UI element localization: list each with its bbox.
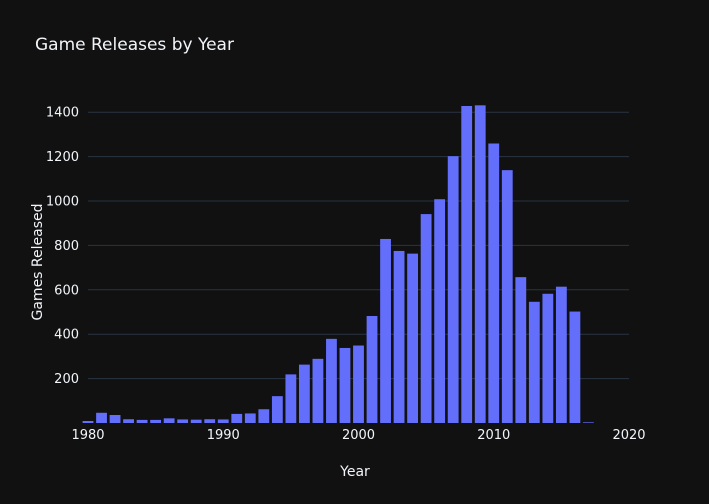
bar-2017[interactable] (583, 422, 594, 423)
x-axis-title: Year (339, 464, 370, 480)
bar-1998[interactable] (326, 338, 337, 423)
bar-2014[interactable] (542, 293, 554, 423)
bar-2000[interactable] (353, 345, 364, 423)
chart-title: Game Releases by Year (35, 35, 234, 55)
bar-2001[interactable] (366, 315, 378, 423)
bar-1990[interactable] (217, 419, 229, 423)
bar-2003[interactable] (393, 250, 405, 423)
bar-2005[interactable] (420, 214, 432, 423)
bar-1996[interactable] (298, 364, 310, 423)
bar-2006[interactable] (434, 199, 446, 423)
bar-1999[interactable] (339, 347, 351, 423)
bar-1983[interactable] (123, 419, 134, 423)
bar-2008[interactable] (461, 105, 473, 423)
bar-2013[interactable] (528, 301, 540, 423)
y-axis-title: Games Released (30, 203, 46, 320)
bar-1986[interactable] (163, 418, 175, 423)
bar-1981[interactable] (96, 412, 107, 423)
bar-1988[interactable] (190, 419, 202, 423)
bar-1984[interactable] (136, 419, 148, 423)
bars (82, 105, 594, 424)
bar-1980[interactable] (82, 421, 94, 423)
bar-1985[interactable] (150, 419, 162, 423)
y-axis-ticks: 200 400 600 800 1000 1200 1400 (46, 106, 79, 387)
y-tick-label: 200 (54, 372, 79, 387)
bar-1987[interactable] (177, 419, 189, 423)
bar-1995[interactable] (285, 374, 297, 423)
bar-2011[interactable] (501, 170, 513, 423)
bar-2009[interactable] (474, 105, 486, 424)
bar-2015[interactable] (555, 286, 567, 423)
bar-1991[interactable] (231, 413, 243, 423)
x-tick-label: 1990 (207, 428, 240, 443)
gridlines (88, 111, 629, 380)
bar-2002[interactable] (380, 238, 391, 423)
bar-2007[interactable] (447, 156, 459, 423)
y-tick-label: 1200 (46, 150, 79, 165)
bar-1992[interactable] (244, 413, 256, 423)
x-axis-ticks: 1980 1990 2000 2010 2020 (71, 428, 645, 443)
y-tick-label: 1400 (46, 106, 79, 121)
x-tick-label: 2000 (342, 428, 375, 443)
y-tick-label: 400 (54, 328, 79, 343)
bar-2016[interactable] (569, 311, 581, 423)
y-tick-label: 600 (54, 283, 79, 298)
bar-2012[interactable] (515, 277, 527, 423)
bar-2004[interactable] (407, 253, 419, 423)
bar-1993[interactable] (258, 409, 270, 423)
y-tick-label: 800 (54, 239, 79, 254)
bar-1997[interactable] (312, 358, 324, 423)
x-tick-label: 2010 (477, 428, 510, 443)
bar-1989[interactable] (204, 419, 216, 423)
x-tick-label: 1980 (71, 428, 104, 443)
y-tick-label: 1000 (46, 195, 79, 210)
bar-1982[interactable] (109, 415, 121, 423)
bar-2010[interactable] (488, 143, 500, 423)
bar-1994[interactable] (271, 396, 283, 423)
x-tick-label: 2020 (612, 428, 645, 443)
